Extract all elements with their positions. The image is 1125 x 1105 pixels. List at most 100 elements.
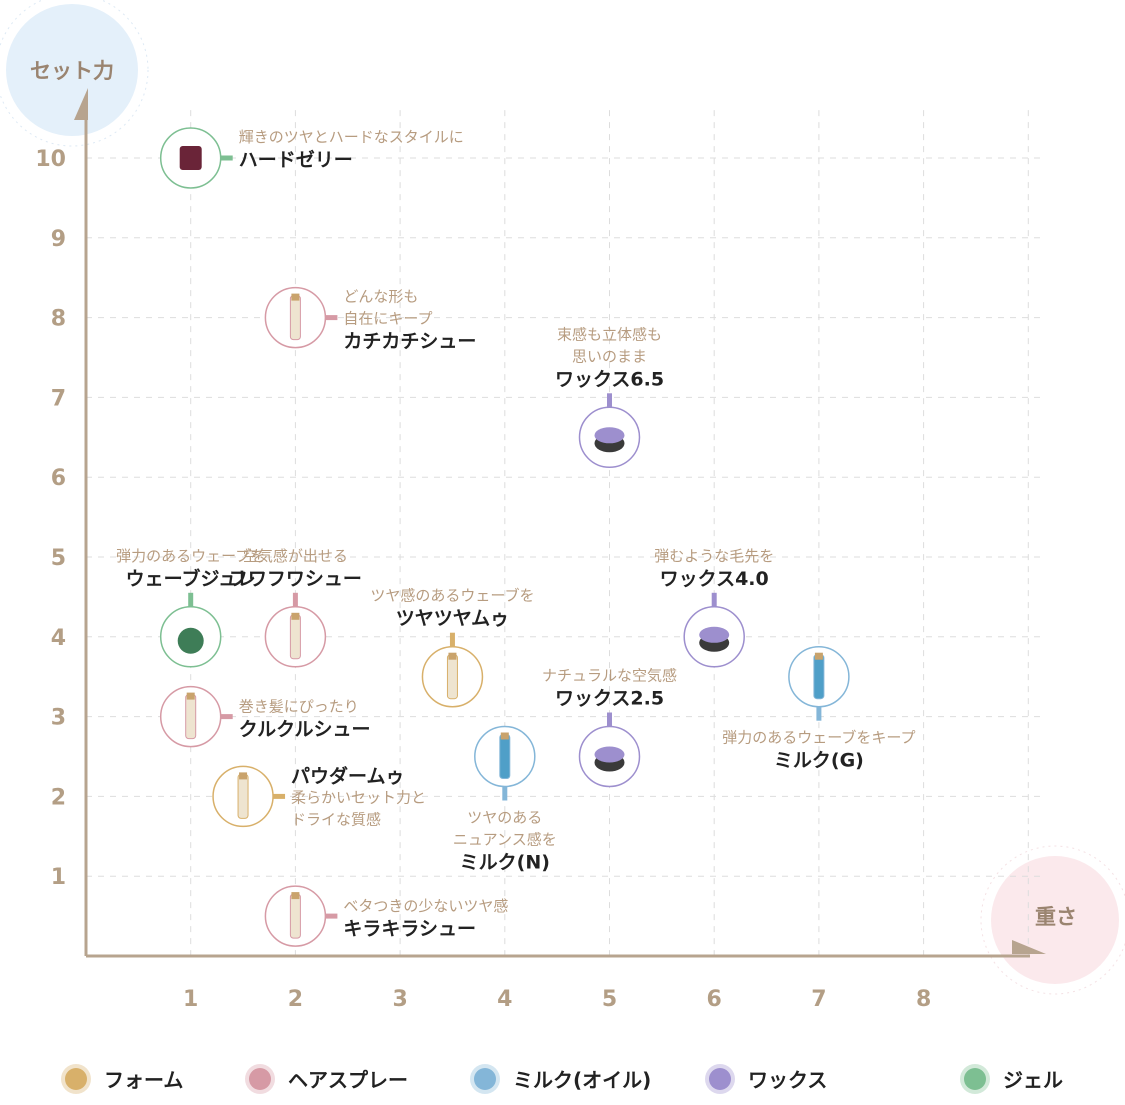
legend-label: ミルク(オイル): [513, 1068, 651, 1092]
data-point-description: ツヤ感のあるウェーブを: [370, 587, 534, 605]
y-axis-label: セット力: [30, 59, 114, 83]
product-tub-icon: [179, 146, 202, 170]
product-bottle-icon: [185, 694, 197, 740]
y-axis-label-bubble: [6, 4, 138, 136]
product-bottle-icon: [499, 734, 511, 779]
product-cap-icon: [291, 892, 300, 900]
data-point-description: ベタつきの少ないツヤ感: [343, 897, 508, 915]
data-point-description: 弾むような毛先を: [654, 547, 774, 565]
y-tick-label: 7: [51, 386, 66, 411]
data-point-description: 巻き髪にぴったり: [239, 698, 359, 716]
product-cap-icon: [500, 732, 509, 740]
x-tick-label: 2: [288, 987, 303, 1012]
product-cap-icon: [239, 772, 248, 780]
y-tick-label: 10: [35, 147, 66, 172]
data-point-name: ハードゼリー: [239, 148, 353, 171]
product-bottle-icon: [289, 614, 301, 660]
y-tick-label: 2: [51, 785, 66, 810]
data-point-description: ドライな質感: [291, 810, 381, 828]
product-jar-lid-icon: [699, 626, 730, 643]
y-tick-label: 4: [51, 626, 66, 651]
data-point-name: ツヤツヤムゥ: [396, 608, 509, 630]
legend-label: ヘアスプレー: [288, 1068, 408, 1092]
product-bottle-icon: [289, 893, 301, 939]
product-bottle-icon: [177, 627, 204, 654]
data-point-description: 輝きのツヤとハードなスタイルに: [239, 128, 464, 146]
legend-swatch: [249, 1068, 271, 1090]
product-cap-icon: [814, 652, 823, 660]
product-bottle-icon: [813, 654, 825, 700]
y-tick-label: 6: [51, 466, 66, 491]
data-point-description: 柔らかいセット力と: [291, 788, 426, 806]
data-point-name: ワックス4.0: [660, 568, 769, 590]
data-point-description: 弾力のあるウェーブをキープ: [722, 729, 915, 747]
x-axis-label: 重さ: [1035, 905, 1077, 929]
legend-label: フォーム: [104, 1068, 183, 1092]
data-point-name: キラキラシュー: [343, 918, 476, 940]
product-bottle-icon: [446, 654, 458, 700]
product-cap-icon: [186, 692, 195, 700]
data-point-name: クルクルシュー: [239, 719, 371, 741]
data-point-description: どんな形も: [343, 288, 418, 306]
legend-swatch: [709, 1068, 731, 1090]
x-tick-label: 7: [811, 987, 826, 1012]
data-point-name: カチカチシュー: [343, 331, 476, 353]
x-axis-label-bubble-ring: [980, 845, 1125, 995]
data-point-description: 束感も立体感も: [557, 325, 662, 343]
legend-label: ワックス: [748, 1068, 827, 1092]
legend-item: ジェル: [960, 1064, 1063, 1094]
product-cap-icon: [291, 293, 300, 301]
x-tick-label: 3: [392, 987, 407, 1012]
product-bottle-icon: [289, 295, 301, 341]
y-tick-label: 5: [51, 546, 66, 571]
data-point-name: ワックス6.5: [555, 368, 664, 390]
legend-item: フォーム: [61, 1064, 183, 1094]
legend-item: ワックス: [705, 1064, 827, 1094]
data-point-description: 自在にキープ: [343, 310, 432, 328]
y-tick-label: 8: [51, 307, 66, 332]
legend-swatch: [65, 1068, 87, 1090]
data-point-description: 弾力のあるウェーブを: [116, 547, 265, 565]
data-point-name: ミルク(N): [460, 852, 550, 874]
data-point-name: ウェーブジュレ: [126, 567, 256, 590]
legend-swatch: [964, 1068, 986, 1090]
product-cap-icon: [448, 652, 457, 660]
product-jar-lid-icon: [594, 746, 625, 763]
data-point-name: パウダームゥ: [291, 764, 404, 787]
y-tick-label: 1: [51, 865, 66, 890]
data-point-description: ナチュラルな空気感: [542, 667, 677, 685]
y-axis-arrow: [74, 88, 88, 120]
y-tick-label: 3: [51, 706, 66, 731]
data-point-description: 空気感が出せる: [243, 547, 348, 565]
product-bottle-icon: [237, 773, 249, 819]
data-point-name: ワックス2.5: [555, 688, 664, 710]
x-tick-label: 6: [707, 987, 722, 1012]
legend-item: ヘアスプレー: [245, 1064, 408, 1094]
product-cap-icon: [291, 612, 300, 620]
product-jar-lid-icon: [594, 427, 625, 444]
x-axis-arrow: [1012, 940, 1046, 954]
data-point-description: ニュアンス感を: [453, 831, 557, 849]
x-tick-label: 8: [916, 987, 931, 1012]
data-point-name: フワフワシュー: [229, 568, 362, 590]
data-point-description: 思いのまま: [572, 347, 647, 365]
legend-swatch: [474, 1068, 496, 1090]
legend-label: ジェル: [1003, 1068, 1063, 1092]
x-tick-label: 1: [183, 987, 198, 1012]
x-tick-label: 4: [497, 987, 512, 1012]
data-point-name: ミルク(G): [774, 750, 864, 772]
